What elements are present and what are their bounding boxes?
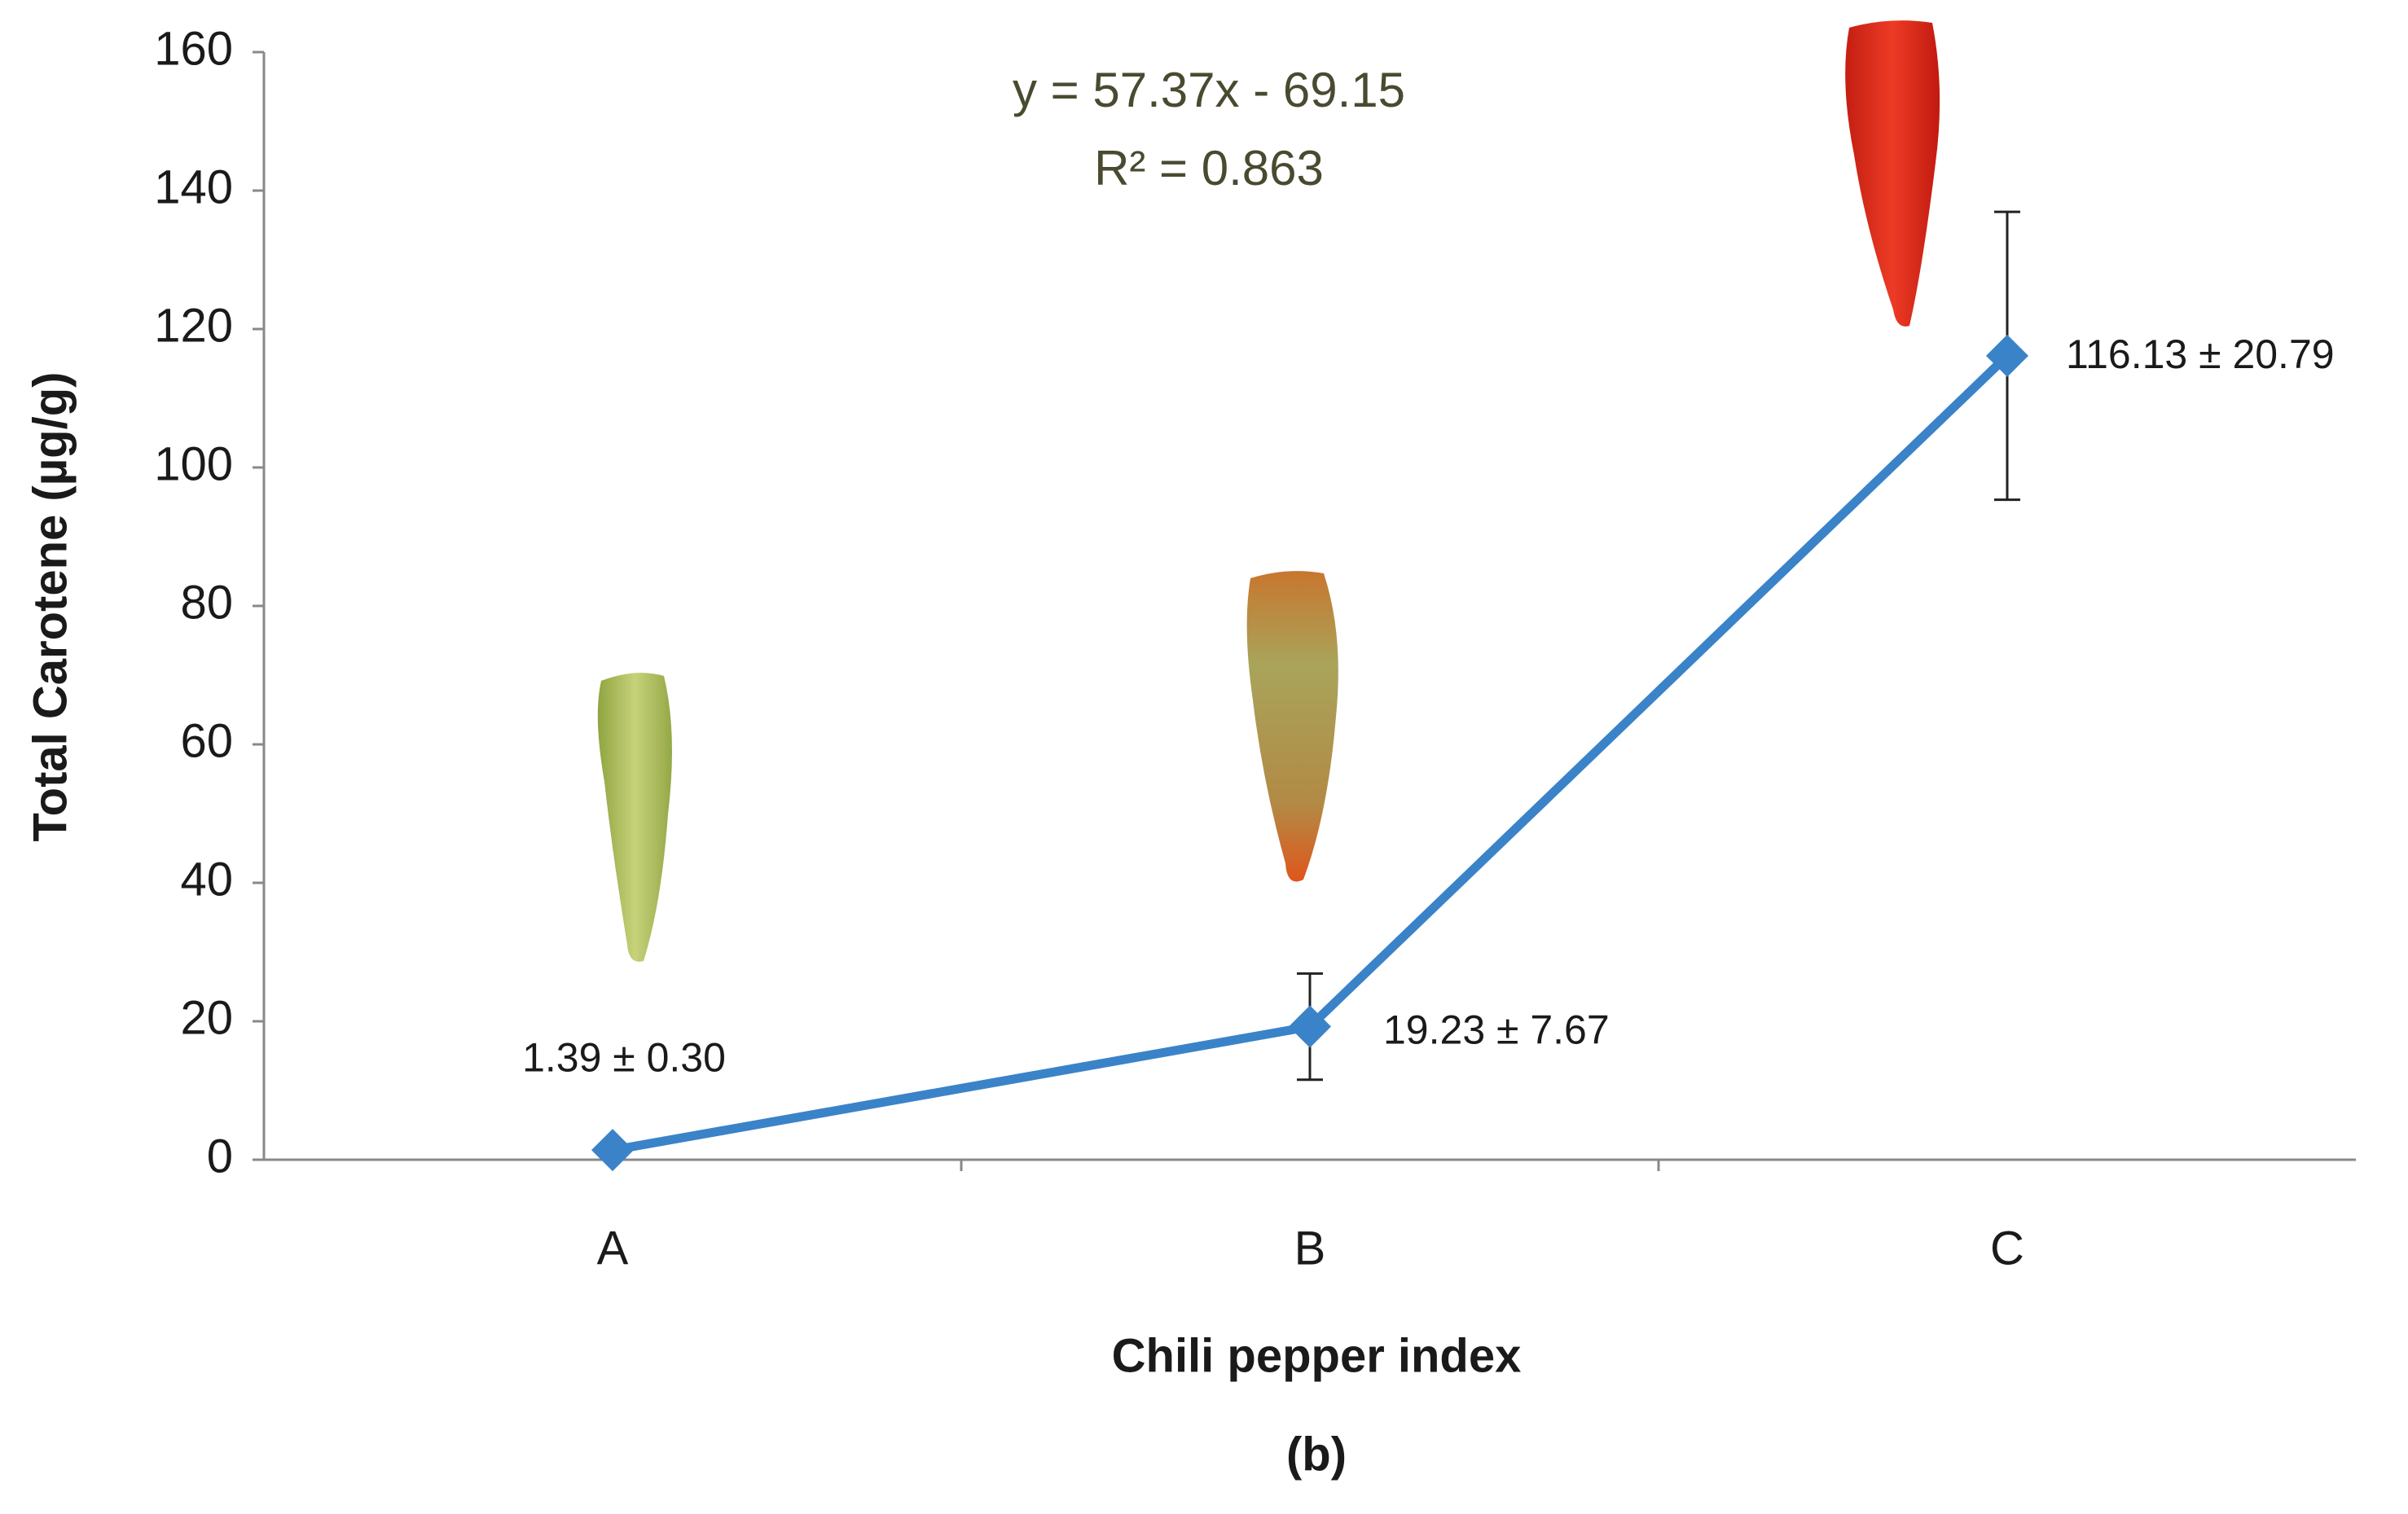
y-tick-label: 40: [180, 853, 233, 906]
y-tick-label: 0: [207, 1130, 233, 1183]
caption: (b): [1286, 1428, 1347, 1481]
y-tick-label: 100: [154, 437, 233, 490]
y-tick-label: 60: [180, 714, 233, 767]
y-tick-label: 160: [154, 22, 233, 75]
pepper-red: [1845, 20, 1940, 327]
y-tick-label: 140: [154, 160, 233, 213]
marker: [1289, 1005, 1331, 1048]
equation: y = 57.37x - 69.15: [1013, 63, 1405, 117]
x-axis-title: Chili pepper index: [1112, 1329, 1522, 1382]
y-axis-title: Total Carotene (µg/g): [24, 372, 77, 842]
data-label: 19.23 ± 7.67: [1383, 1007, 1610, 1053]
data-label: 116.13 ± 20.79: [2066, 331, 2335, 377]
x-tick-label: B: [1294, 1222, 1326, 1275]
pepper-green: [597, 673, 672, 962]
marker: [1986, 334, 2028, 377]
x-tick-label: A: [597, 1222, 629, 1275]
y-tick-label: 120: [154, 299, 233, 352]
data-label: 1.39 ± 0.30: [522, 1034, 726, 1080]
x-tick-label: C: [1990, 1222, 2024, 1275]
pepper-ripening: [1246, 571, 1338, 882]
marker: [591, 1129, 634, 1172]
y-tick-label: 20: [180, 991, 233, 1044]
y-tick-label: 80: [180, 576, 233, 629]
r-squared: R² = 0.863: [1094, 141, 1324, 195]
